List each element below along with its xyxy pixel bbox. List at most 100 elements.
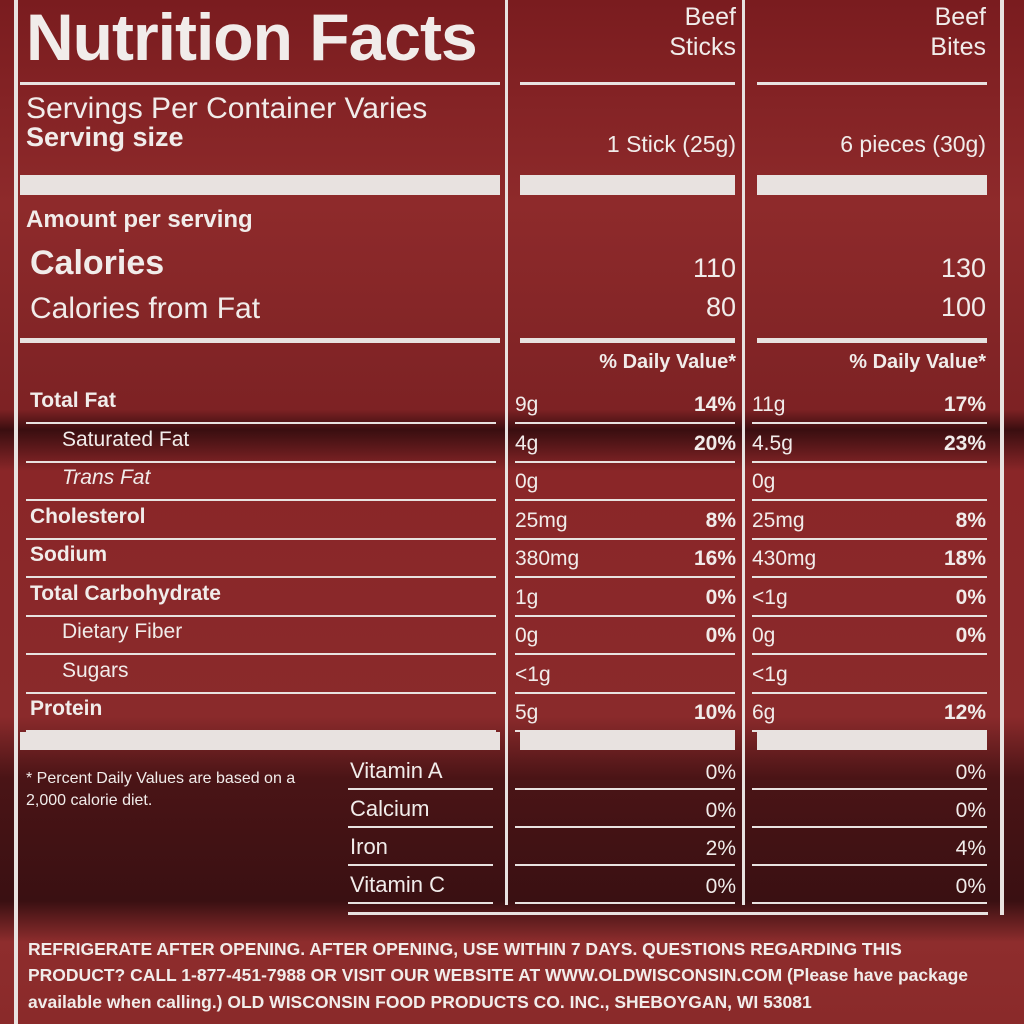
nutrient-amount: 0g — [752, 470, 776, 493]
daily-value: 18% — [943, 547, 986, 570]
rule — [752, 499, 987, 501]
rule — [752, 576, 987, 578]
nutrient-amount: 4g — [515, 431, 539, 455]
nutrient-amount: 0g — [752, 624, 776, 647]
rule — [757, 175, 987, 195]
nutrient-amount: 0g — [515, 624, 539, 647]
rule — [752, 537, 987, 540]
rule — [752, 614, 987, 617]
calories-label: Calories — [30, 244, 165, 282]
rule — [20, 732, 500, 750]
rule — [520, 732, 735, 750]
serving-size-label: Serving size — [26, 122, 184, 152]
rule — [520, 175, 735, 195]
daily-value: 23% — [943, 431, 986, 455]
nutrient-label: Dietary Fiber — [62, 620, 183, 643]
rule — [26, 460, 496, 463]
column-header: Beef Sticks — [669, 3, 736, 61]
daily-value: 12% — [943, 701, 986, 724]
daily-value: 8% — [705, 508, 736, 532]
rule — [520, 82, 735, 85]
rule — [515, 422, 735, 424]
rule — [26, 614, 496, 617]
nutrient-amount: 11g — [752, 393, 786, 416]
vitamin-label: Vitamin C — [350, 872, 445, 897]
nutrient-amount: 380mg — [515, 547, 580, 570]
rule — [757, 82, 987, 85]
nutrient-label: Saturated Fat — [62, 427, 190, 451]
calories: 130 — [940, 253, 986, 283]
daily-value: 14% — [693, 393, 736, 416]
vitamin-label: Vitamin A — [350, 758, 443, 783]
rule — [348, 902, 493, 904]
rule — [752, 653, 987, 655]
daily-value-header: % Daily Value* — [599, 351, 736, 373]
border — [1000, 0, 1004, 915]
rule — [515, 788, 735, 790]
rule — [26, 730, 496, 732]
vitamin-value: 0% — [705, 875, 736, 898]
vitamin-value: 0% — [955, 799, 986, 822]
rule — [515, 576, 735, 578]
rule — [752, 902, 987, 904]
nutrient-amount: 6g — [752, 701, 776, 724]
nutrient-amount: 25mg — [752, 508, 805, 532]
rule — [757, 732, 987, 750]
calories: 110 — [692, 253, 736, 283]
rule — [26, 537, 496, 540]
nutrient-amount: <1g — [752, 662, 788, 686]
nutrient-label: Protein — [30, 697, 103, 720]
border — [14, 0, 18, 1024]
nutrient-amount: <1g — [752, 585, 788, 609]
nutrient-label: Trans Fat — [62, 466, 151, 489]
daily-value: 0% — [705, 585, 736, 609]
vitamin-label: Calcium — [350, 796, 430, 821]
column-divider — [742, 0, 745, 905]
rule — [515, 653, 735, 655]
rule — [26, 691, 496, 694]
footnote: * Percent Daily Values are based on a 2,… — [26, 770, 296, 809]
daily-value: 0% — [955, 624, 986, 647]
nutrient-amount: 9g — [515, 393, 539, 416]
nutrient-label: Total Fat — [30, 389, 116, 412]
rule — [520, 338, 735, 343]
rule — [515, 499, 735, 501]
daily-value: 17% — [943, 393, 986, 416]
rule — [20, 175, 500, 195]
rule — [752, 691, 987, 694]
rule — [26, 576, 496, 578]
notice: REFRIGERATE AFTER OPENING. AFTER OPENING… — [28, 939, 968, 1012]
rule — [515, 460, 735, 463]
rule — [348, 912, 988, 915]
daily-value: 10% — [693, 701, 736, 724]
nutrient-amount: <1g — [515, 662, 551, 686]
calories-from-fat: 80 — [705, 292, 736, 322]
rule — [752, 730, 987, 732]
rule — [752, 422, 987, 424]
nutrient-amount: 430mg — [752, 547, 817, 570]
rule — [515, 730, 735, 732]
column-header: Beef Bites — [930, 3, 986, 61]
vitamin-value: 2% — [705, 837, 736, 860]
vitamin-value: 0% — [955, 875, 986, 898]
daily-value: 20% — [693, 431, 736, 455]
amount-per-serving: Amount per serving — [26, 206, 253, 233]
nutrient-amount: 4.5g — [752, 431, 793, 455]
rule — [20, 338, 500, 343]
nutrient-amount: 5g — [515, 701, 539, 724]
nutrient-amount: 0g — [515, 470, 539, 493]
rule — [515, 691, 735, 694]
rule — [515, 864, 735, 866]
rule — [752, 460, 987, 463]
nutrient-label: Sodium — [30, 543, 107, 566]
vitamin-value: 4% — [955, 837, 986, 860]
daily-value: 8% — [955, 508, 986, 532]
vitamin-label: Iron — [350, 834, 388, 859]
title: Nutrition Facts — [26, 0, 478, 74]
rule — [752, 826, 987, 828]
calories-from-fat: 100 — [940, 292, 986, 322]
rule — [20, 82, 500, 85]
rule — [26, 422, 496, 424]
rule — [515, 614, 735, 617]
